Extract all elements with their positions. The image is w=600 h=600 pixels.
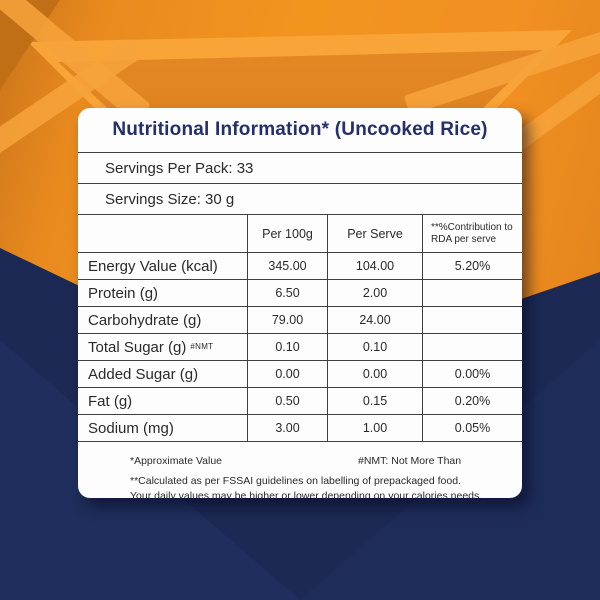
nutrition-title: Nutritional Information* (Uncooked Rice) bbox=[78, 108, 522, 153]
table-header-row: Per 100g Per Serve **%Contribution to RD… bbox=[78, 215, 522, 253]
table-row: Protein (g) 6.50 2.00 bbox=[78, 280, 522, 307]
footnote-approximate-value: *Approximate Value bbox=[130, 455, 223, 467]
row-per-100g: 0.10 bbox=[247, 334, 327, 360]
header-per-serve: Per Serve bbox=[327, 215, 422, 252]
servings-size: Servings Size: 30 g bbox=[78, 184, 522, 215]
header-nutrient bbox=[78, 215, 247, 252]
row-rda-contribution: 0.05% bbox=[422, 415, 522, 441]
row-rda-contribution bbox=[422, 334, 522, 360]
row-nutrient-label: Sodium (mg) bbox=[88, 419, 174, 437]
footnote-fssai-line2: Your daily values may be higher or lower… bbox=[130, 490, 483, 498]
row-per-serve: 1.00 bbox=[327, 415, 422, 441]
table-body: Energy Value (kcal) 345.00 104.00 5.20% Prot… bbox=[78, 253, 522, 442]
table-row: Total Sugar (g) #NMT 0.10 0.10 bbox=[78, 334, 522, 361]
row-per-100g: 0.50 bbox=[247, 388, 327, 414]
header-rda-contribution: **%Contribution to RDA per serve bbox=[422, 215, 522, 252]
footnote-line-1: *Approximate Value #NMT: Not More Than bbox=[130, 453, 504, 469]
nmt-superscript: #NMT bbox=[190, 341, 214, 351]
row-per-serve: 24.00 bbox=[327, 307, 422, 333]
row-nutrient-label: Energy Value (kcal) bbox=[88, 257, 218, 275]
footnote-nmt: #NMT: Not More Than bbox=[358, 455, 462, 467]
table-row: Fat (g) 0.50 0.15 0.20% bbox=[78, 388, 522, 415]
row-per-serve: 0.10 bbox=[327, 334, 422, 360]
table-row: Added Sugar (g) 0.00 0.00 0.00% bbox=[78, 361, 522, 388]
row-rda-contribution bbox=[422, 307, 522, 333]
header-per-100g: Per 100g bbox=[247, 215, 327, 252]
row-rda-contribution bbox=[422, 280, 522, 306]
table-row: Carbohydrate (g) 79.00 24.00 bbox=[78, 307, 522, 334]
footnotes: *Approximate Value #NMT: Not More Than *… bbox=[78, 442, 522, 498]
row-nutrient-label: Added Sugar (g) bbox=[88, 365, 199, 383]
row-nutrient-label: Carbohydrate (g) bbox=[88, 311, 202, 329]
row-nutrient-label: Fat (g) bbox=[88, 392, 133, 410]
row-per-serve: 0.15 bbox=[327, 388, 422, 414]
row-per-serve: 104.00 bbox=[327, 253, 422, 279]
servings-per-pack: Servings Per Pack: 33 bbox=[78, 153, 522, 184]
footnote-fssai-line1: **Calculated as per FSSAI guidelines on … bbox=[130, 475, 461, 487]
nutrition-label-card: Nutritional Information* (Uncooked Rice)… bbox=[78, 108, 522, 498]
row-per-100g: 3.00 bbox=[247, 415, 327, 441]
row-rda-contribution: 5.20% bbox=[422, 253, 522, 279]
row-per-100g: 345.00 bbox=[247, 253, 327, 279]
row-per-serve: 2.00 bbox=[327, 280, 422, 306]
table-row: Sodium (mg) 3.00 1.00 0.05% bbox=[78, 415, 522, 442]
row-rda-contribution: 0.00% bbox=[422, 361, 522, 387]
footnote-fssai: **Calculated as per FSSAI guidelines on … bbox=[130, 474, 504, 498]
row-per-serve: 0.00 bbox=[327, 361, 422, 387]
row-per-100g: 6.50 bbox=[247, 280, 327, 306]
row-per-100g: 0.00 bbox=[247, 361, 327, 387]
row-rda-contribution: 0.20% bbox=[422, 388, 522, 414]
table-row: Energy Value (kcal) 345.00 104.00 5.20% bbox=[78, 253, 522, 280]
row-nutrient-label: Total Sugar (g) #NMT bbox=[88, 338, 214, 356]
row-per-100g: 79.00 bbox=[247, 307, 327, 333]
row-nutrient-label: Protein (g) bbox=[88, 284, 159, 302]
